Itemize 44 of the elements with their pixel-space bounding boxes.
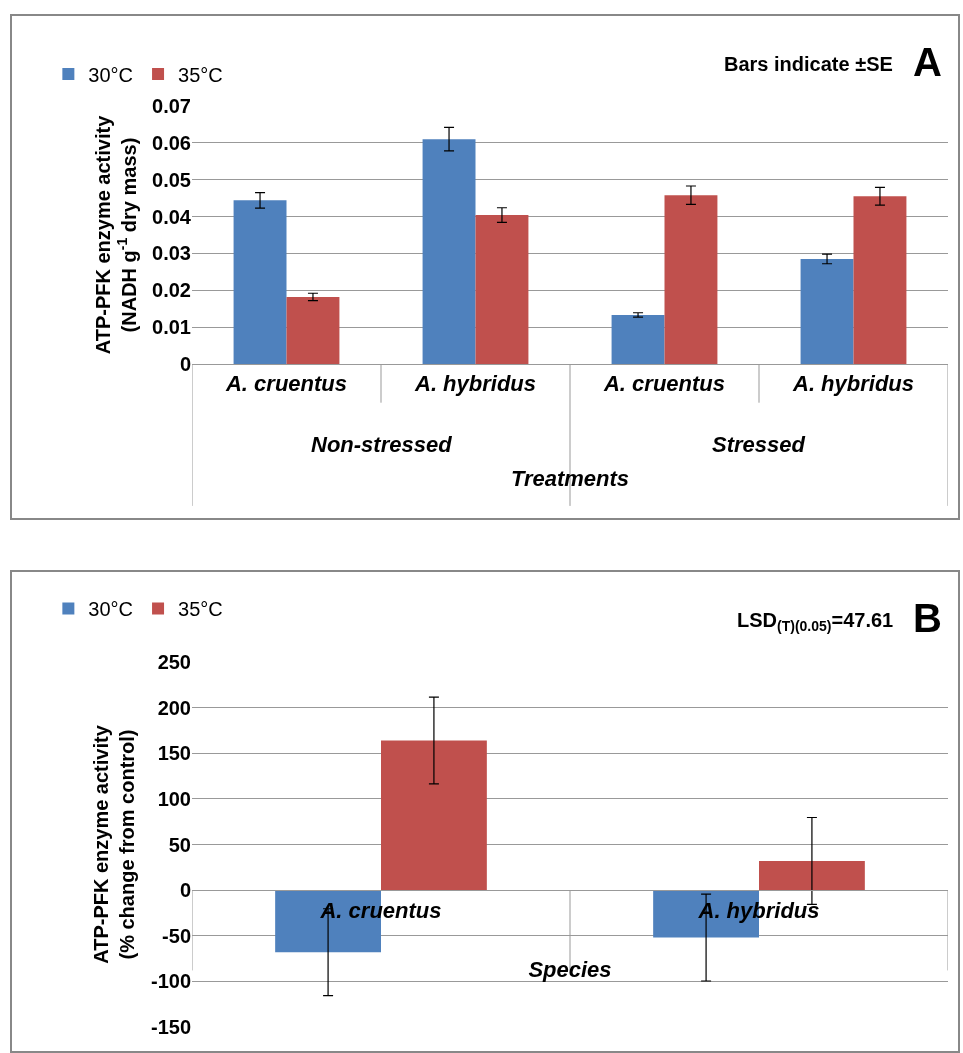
y-tick-label: 0.01 [152, 316, 191, 339]
chart-subtitle: LSD$_{(T)(0.05)}$=47.61 [737, 609, 894, 635]
bar [611, 314, 665, 364]
y-tick-label: 0 [179, 353, 191, 375]
y-tick-label: 100 [157, 787, 191, 810]
y-tick-label: 50 [168, 833, 191, 856]
chart-subtitle: Bars indicate ±SE [724, 53, 893, 75]
bar [233, 200, 287, 364]
text: Non-stressed [311, 432, 453, 457]
y-axis-title: ATP-PFK enzyme activity (% change from control) [90, 724, 139, 964]
bar [286, 296, 340, 364]
bar [381, 740, 487, 891]
bar [664, 195, 718, 364]
y-tick-label: 150 [157, 742, 191, 765]
chart-title: A [913, 40, 942, 84]
y-tick-label: 0.05 [152, 168, 191, 191]
y-tick-label: 250 [157, 651, 191, 673]
legend-label: 35°C [178, 598, 223, 621]
y-tick-label: 0.02 [152, 279, 191, 302]
y-tick-label: 0.06 [152, 131, 191, 154]
x-tick-label: A. cruentus [602, 371, 726, 397]
bar [422, 139, 476, 364]
y-tick-label: 200 [157, 696, 191, 719]
y-tick-label: 0.04 [152, 205, 192, 228]
x-tick-label: A. hybridus [791, 371, 915, 397]
y-tick-label: 0.03 [152, 242, 191, 265]
bar [475, 215, 529, 364]
x-axis-title: Treatments [510, 466, 630, 492]
y-tick-label: -150 [150, 1016, 191, 1038]
legend-label: 35°C [178, 63, 223, 86]
bar [759, 860, 865, 891]
y-tick-label: 0 [179, 879, 191, 902]
bar [853, 196, 907, 364]
bar [800, 258, 854, 364]
x-axis-title: Species [528, 957, 612, 983]
chart-title: B [913, 596, 942, 640]
text: Stressed [712, 432, 806, 457]
legend-label: 30°C [88, 598, 134, 621]
y-tick-label: -50 [162, 924, 191, 947]
x-tick-label: A. cruentus [224, 371, 348, 397]
x-tick-label: A. hybridus [413, 371, 537, 397]
y-tick-label: -100 [150, 970, 191, 993]
y-tick-label: 0.07 [152, 95, 191, 117]
legend-label: 30°C [88, 63, 134, 86]
